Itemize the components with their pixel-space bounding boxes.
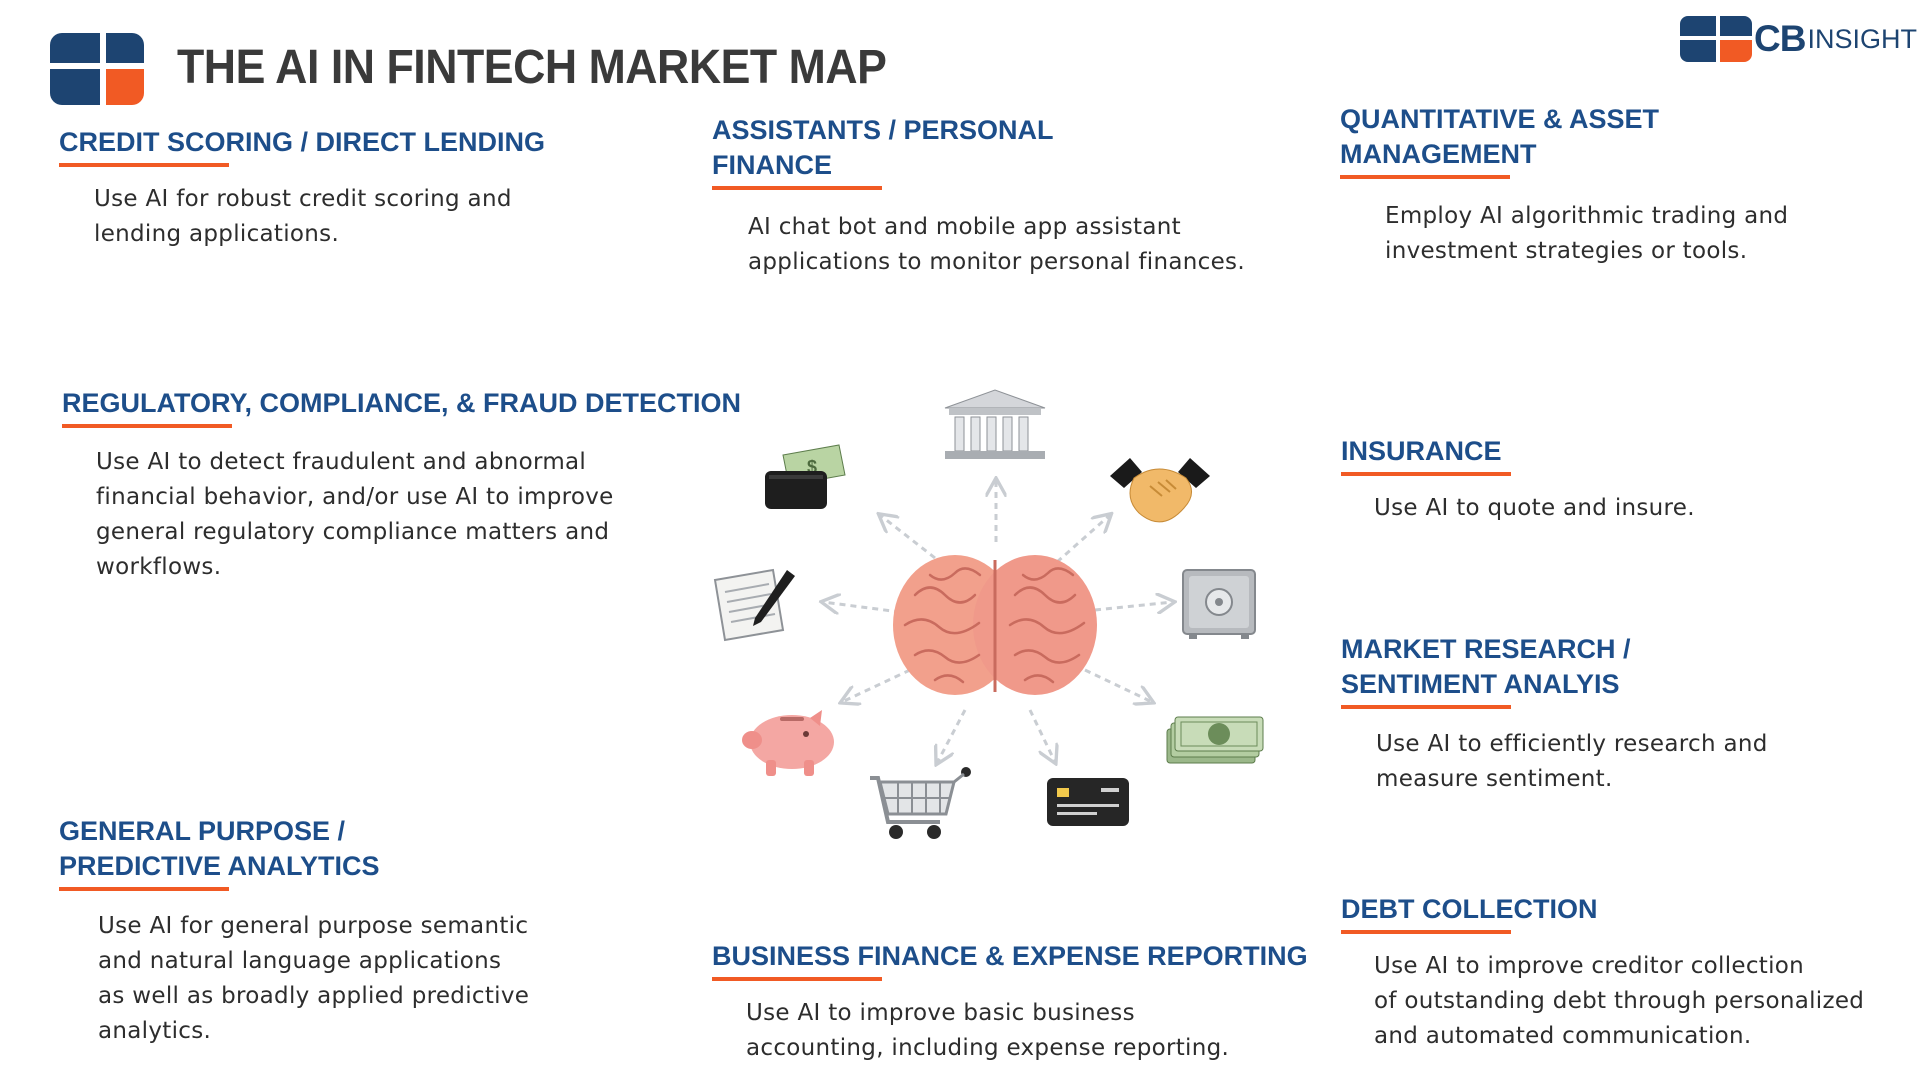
arrow-upper-right — [1056, 515, 1110, 564]
dollar-sign-glyph: $ — [807, 457, 817, 477]
brand-insights-text: INSIGHTS — [1807, 23, 1917, 54]
section-title-line: FINANCE — [712, 150, 832, 180]
section-title-line: MANAGEMENT — [1340, 139, 1537, 169]
section-description-line: analytics. — [98, 1018, 212, 1044]
handshake-icon — [1110, 458, 1210, 523]
section-description-line: and natural language applications — [98, 948, 502, 974]
safe-icon — [1182, 569, 1256, 639]
section-description-line: and automated communication. — [1374, 1023, 1752, 1049]
section-description-line: Use AI to quote and insure. — [1374, 495, 1695, 521]
section-regulatory: REGULATORY, COMPLIANCE, & FRAUD DETECTIO… — [62, 386, 741, 585]
title-underline — [59, 163, 229, 167]
title-underline — [712, 977, 882, 981]
arrow-lower-center-left — [937, 709, 967, 763]
title-underline — [59, 887, 229, 891]
section-assistants: ASSISTANTS / PERSONAL FINANCE AI chat bo… — [712, 113, 1245, 280]
section-title: CREDIT SCORING / DIRECT LENDING — [59, 127, 546, 157]
section-title-line: MARKET RESEARCH / — [1341, 634, 1631, 664]
section-description-line: Use AI for general purpose semantic — [98, 913, 529, 939]
section-description-line: investment strategies or tools. — [1385, 238, 1748, 264]
section-title-line: QUANTITATIVE & ASSET — [1340, 104, 1660, 134]
section-title-line: SENTIMENT ANALYIS — [1341, 669, 1620, 699]
section-description-line: Employ AI algorithmic trading and — [1385, 203, 1789, 229]
title-underline — [62, 424, 232, 428]
title-underline — [1341, 472, 1511, 476]
title-underline — [712, 186, 882, 190]
section-description-line: financial behavior, and/or use AI to imp… — [96, 484, 614, 510]
cash-stack-icon — [1166, 716, 1264, 764]
section-description-line: Use AI to efficiently research and — [1376, 731, 1768, 757]
section-title-line: ASSISTANTS / PERSONAL — [712, 115, 1054, 145]
section-title: INSURANCE — [1341, 436, 1502, 466]
section-title-line: PREDICTIVE ANALYTICS — [59, 851, 380, 881]
section-debt-collection: DEBT COLLECTION Use AI to improve credit… — [1341, 892, 1864, 1054]
credit-card-icon — [1047, 778, 1129, 826]
arrow-upper-left — [880, 515, 936, 560]
cb-logo-icon — [50, 33, 144, 105]
section-description-line: accounting, including expense reporting. — [746, 1035, 1230, 1061]
section-description-line: Use AI for robust credit scoring and — [94, 186, 512, 212]
title-underline — [1340, 175, 1510, 179]
section-description-line: of outstanding debt through personalized — [1374, 988, 1865, 1014]
section-title: REGULATORY, COMPLIANCE, & FRAUD DETECTIO… — [62, 388, 742, 418]
brand-cb-text: CB — [1754, 18, 1806, 59]
cb-insights-brand: CB INSIGHTS — [1680, 14, 1917, 64]
section-description-line: workflows. — [96, 554, 222, 580]
section-credit-scoring: CREDIT SCORING / DIRECT LENDING Use AI f… — [59, 125, 545, 252]
title-underline — [1341, 705, 1511, 709]
section-insurance: INSURANCE Use AI to quote and insure. — [1341, 434, 1695, 526]
section-title-line: GENERAL PURPOSE / — [59, 816, 346, 846]
piggy-bank-icon — [742, 710, 834, 776]
section-title: DEBT COLLECTION — [1341, 894, 1598, 924]
section-general-purpose: GENERAL PURPOSE / PREDICTIVE ANALYTICS U… — [59, 814, 529, 1049]
section-description-line: AI chat bot and mobile app assistant — [748, 214, 1181, 240]
cb-insights-logo-icon — [1680, 16, 1752, 62]
section-description-line: applications to monitor personal finance… — [748, 249, 1245, 275]
section-market-research: MARKET RESEARCH / SENTIMENT ANALYIS Use … — [1341, 632, 1768, 797]
section-description-line: lending applications. — [94, 221, 340, 247]
section-quantitative: QUANTITATIVE & ASSET MANAGEMENT Employ A… — [1340, 102, 1788, 269]
section-description-line: measure sentiment. — [1376, 766, 1613, 792]
brain-icon — [893, 555, 1097, 695]
wallet-cash-icon: $ — [765, 444, 846, 509]
arrows — [823, 480, 1173, 763]
arrow-right — [1094, 602, 1173, 610]
title-underline — [1341, 930, 1511, 934]
section-description-line: Use AI to improve creditor collection — [1374, 953, 1805, 979]
arrow-lower-right — [1084, 668, 1152, 702]
section-business-finance: BUSINESS FINANCE & EXPENSE REPORTING Use… — [712, 939, 1308, 1066]
section-description-line: Use AI to improve basic business — [746, 1000, 1135, 1026]
page-title: THE AI IN FINTECH MARKET MAP — [177, 41, 887, 94]
arrow-left — [823, 602, 901, 612]
section-description-line: as well as broadly applied predictive — [98, 983, 530, 1009]
arrow-lower-center-right — [1028, 709, 1055, 762]
document-pen-icon — [713, 568, 795, 642]
section-description-line: general regulatory compliance matters an… — [96, 519, 610, 545]
ai-hub-diagram: $ — [713, 389, 1264, 839]
arrow-lower-left — [842, 668, 911, 702]
shopping-cart-icon — [870, 767, 971, 839]
bank-icon — [944, 389, 1046, 459]
section-title: BUSINESS FINANCE & EXPENSE REPORTING — [712, 941, 1308, 971]
section-description-line: Use AI to detect fraudulent and abnormal — [96, 449, 587, 475]
